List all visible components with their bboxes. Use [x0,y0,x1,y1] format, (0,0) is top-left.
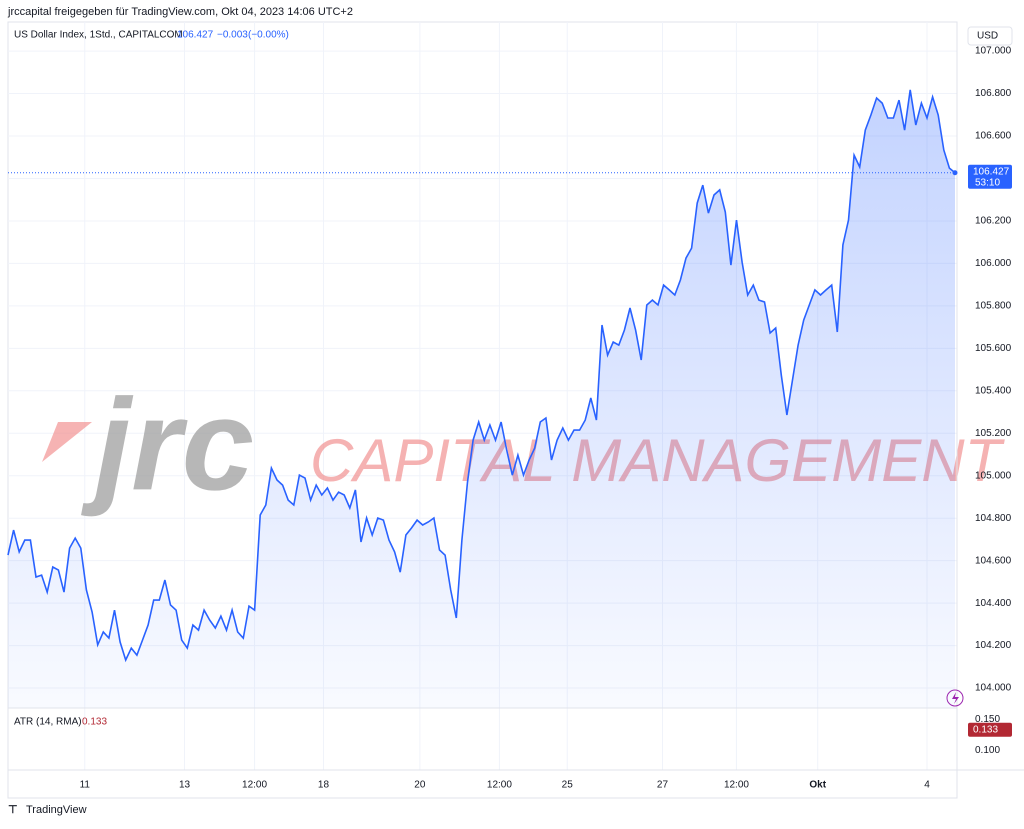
indicator-tick-label: 0.150 [975,714,1000,725]
legend-change: −0.003 [217,30,248,41]
currency-box[interactable] [967,26,1013,46]
y-tick-label: 104.600 [975,555,1012,566]
y-tick-label: 105.200 [975,428,1012,439]
y-tick-label: 104.400 [975,598,1012,609]
price-line [7,89,956,663]
currency[interactable]: USD [977,31,998,42]
indicator-tick-label: 0.100 [975,745,1000,756]
x-tick-label: 13 [179,780,191,791]
y-tick-label: 106.800 [975,88,1012,99]
y-tick-label: 105.600 [975,343,1012,354]
x-tick-label: 18 [318,780,330,791]
alert-icon[interactable] [946,689,964,707]
indicator-value-label: 0.133 [973,724,998,735]
legend-change-pct: (−0.00%) [248,30,289,41]
legend-last: 106.427 [177,30,214,41]
y-tick-label: 107.000 [975,46,1012,57]
last-price-label: 106.427 [973,166,1010,177]
indicator-name: ATR (14, RMA) [14,717,82,728]
area-fill [8,89,955,708]
legend-series: US Dollar Index, 1Std., CAPITALCOM [14,30,183,41]
x-tick-label: 27 [657,780,669,791]
y-tick-label: 106.200 [975,216,1012,227]
x-tick-label: Okt [809,780,826,791]
x-tick-label: 11 [80,780,91,791]
y-tick-label: 106.600 [975,131,1012,142]
y-tick-label: 106.000 [975,258,1012,269]
alert-bolt[interactable] [952,692,959,704]
y-tick-label: 104.200 [975,640,1012,651]
header-text: jrccapital freigegeben für TradingView.c… [7,6,353,18]
footer-brand: TradingView [26,804,87,816]
last-point [952,170,958,176]
x-tick-label: 4 [924,780,930,791]
y-tick-label: 105.000 [975,470,1012,481]
countdown: 53:10 [975,177,1000,188]
x-tick-label: 20 [414,780,426,791]
indicator-value-box [968,722,1012,737]
last-price-box [968,164,1012,189]
x-tick-label: 12:00 [487,780,512,791]
plot [7,89,956,708]
y-tick-label: 105.400 [975,385,1012,396]
indicator-value: 0.133 [82,717,107,728]
x-tick-label: 12:00 [724,780,749,791]
y-tick-label: 104.800 [975,513,1012,524]
x-tick-label: 25 [562,780,574,791]
y-tick-label: 105.800 [975,301,1012,312]
watermark-logo: jrc [81,371,254,517]
logo-shape [42,422,92,462]
footer-logo: ⊤ [8,804,18,816]
y-tick-label: 104.000 [975,683,1012,694]
x-tick-label: 12:00 [242,780,267,791]
